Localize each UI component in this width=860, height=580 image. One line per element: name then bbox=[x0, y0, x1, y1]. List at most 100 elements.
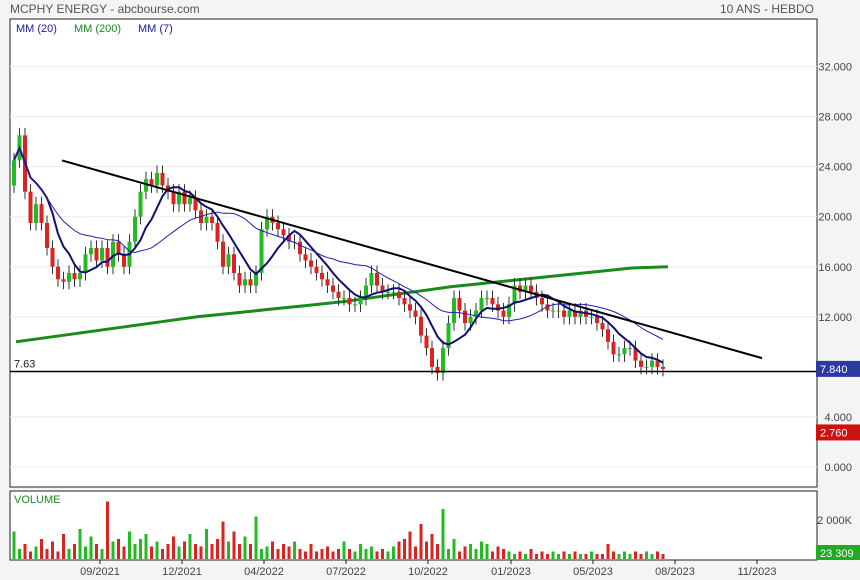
volume-bar bbox=[502, 549, 505, 559]
candle bbox=[138, 191, 143, 217]
last-price-label: 7.840 bbox=[820, 364, 848, 376]
y-tick-label: 24.000 bbox=[818, 162, 852, 174]
last-price-badge bbox=[816, 360, 860, 377]
candle bbox=[600, 323, 605, 330]
candle bbox=[116, 241, 121, 255]
volume-bar bbox=[469, 544, 472, 559]
x-tick-label: 01/2023 bbox=[491, 566, 531, 578]
volume-bar bbox=[650, 554, 654, 559]
volume-bar bbox=[128, 531, 131, 559]
candle bbox=[457, 298, 462, 311]
candle bbox=[325, 279, 330, 286]
volume-bar bbox=[359, 544, 362, 559]
volume-bar bbox=[386, 551, 390, 559]
candle bbox=[380, 285, 385, 292]
candle bbox=[485, 298, 489, 300]
candle bbox=[606, 329, 610, 342]
volume-bar bbox=[568, 554, 571, 559]
y-tick-label: 28.000 bbox=[818, 112, 852, 124]
candle bbox=[39, 204, 44, 223]
candle bbox=[232, 254, 236, 274]
volume-bar bbox=[29, 551, 32, 559]
volume-bar bbox=[320, 549, 324, 559]
volume-bar bbox=[309, 544, 313, 559]
volume-bar bbox=[122, 546, 126, 559]
volume-bar bbox=[249, 544, 252, 559]
volume-bar bbox=[155, 541, 159, 559]
volume-bar bbox=[133, 544, 137, 559]
volume-bar bbox=[183, 541, 186, 559]
volume-bar bbox=[491, 551, 494, 559]
volume-bar bbox=[337, 549, 340, 559]
volume-bar bbox=[518, 551, 522, 559]
candle bbox=[573, 310, 577, 317]
candle bbox=[655, 360, 660, 367]
candle bbox=[430, 348, 434, 367]
x-tick-label: 11/2023 bbox=[738, 566, 777, 578]
candle bbox=[529, 285, 533, 292]
candle bbox=[468, 316, 473, 324]
volume-bar bbox=[265, 546, 269, 559]
x-tick-label: 04/2022 bbox=[244, 566, 284, 578]
candle bbox=[622, 348, 627, 355]
candle bbox=[435, 366, 440, 374]
candle bbox=[276, 222, 280, 230]
volume-bar bbox=[243, 536, 247, 559]
candle bbox=[369, 273, 374, 286]
volume-bar bbox=[606, 544, 610, 559]
candle bbox=[567, 310, 572, 317]
ma200-line bbox=[15, 265, 669, 344]
candle bbox=[353, 304, 357, 306]
y-tick-label: 20.000 bbox=[818, 212, 852, 224]
period-label: 10 ANS - HEBDO bbox=[719, 2, 814, 16]
volume-bar bbox=[73, 544, 76, 559]
volume-bar bbox=[612, 551, 615, 559]
volume-bar bbox=[628, 554, 632, 559]
candle bbox=[578, 310, 583, 317]
volume-bar bbox=[381, 549, 384, 559]
volume-bar bbox=[188, 534, 192, 559]
candle bbox=[177, 191, 181, 205]
volume-bar bbox=[623, 551, 626, 559]
candle bbox=[397, 291, 401, 299]
volume-bar bbox=[342, 541, 346, 559]
volume-bar bbox=[507, 551, 511, 559]
candle bbox=[419, 316, 423, 336]
volume-bar bbox=[639, 554, 643, 559]
candle bbox=[639, 360, 643, 367]
volume-bar bbox=[348, 549, 351, 559]
candle bbox=[298, 241, 302, 255]
candle bbox=[72, 273, 77, 280]
volume-last-label: 23 309 bbox=[820, 548, 854, 560]
volume-bar bbox=[144, 534, 148, 559]
candle bbox=[589, 316, 594, 318]
volume-bar bbox=[315, 551, 318, 559]
candle bbox=[237, 273, 242, 286]
candle bbox=[83, 254, 88, 274]
candle bbox=[336, 291, 341, 299]
volume-bar bbox=[403, 539, 406, 559]
volume-bar bbox=[282, 544, 285, 559]
candle bbox=[67, 273, 71, 282]
candle bbox=[210, 216, 214, 223]
volume-bar bbox=[117, 539, 120, 559]
candle bbox=[254, 273, 258, 286]
volume-bar bbox=[106, 501, 109, 559]
legend-entry: MM (20) bbox=[16, 23, 57, 35]
volume-bar bbox=[172, 536, 175, 559]
volume-bar bbox=[419, 524, 423, 559]
volume-bar bbox=[601, 554, 604, 559]
y-tick-label: 12.000 bbox=[818, 312, 852, 324]
volume-bar bbox=[276, 549, 280, 559]
candle bbox=[12, 160, 16, 186]
volume-bar bbox=[40, 539, 43, 559]
candle bbox=[540, 298, 544, 305]
candle bbox=[518, 285, 522, 292]
candle bbox=[331, 285, 335, 292]
volume-bar bbox=[51, 541, 54, 559]
volume-bar bbox=[150, 546, 153, 559]
candle bbox=[248, 279, 253, 286]
candle bbox=[408, 304, 412, 311]
volume-bar bbox=[562, 551, 566, 559]
